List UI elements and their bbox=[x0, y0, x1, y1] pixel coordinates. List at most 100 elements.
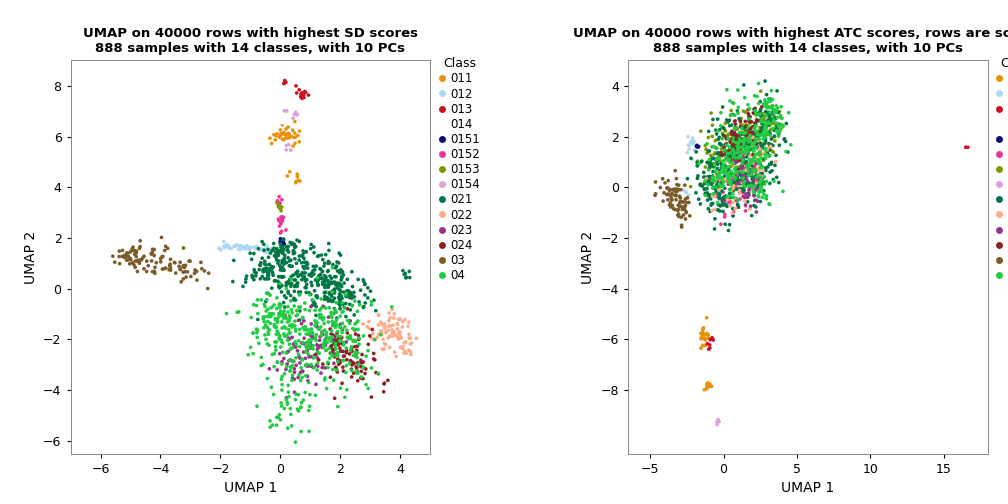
Point bbox=[737, 178, 753, 186]
Point bbox=[274, 324, 290, 332]
Point bbox=[262, 134, 278, 142]
Point bbox=[335, 326, 351, 334]
Point bbox=[119, 252, 135, 260]
Point bbox=[320, 363, 336, 371]
Point bbox=[276, 129, 292, 137]
Point bbox=[275, 235, 291, 243]
X-axis label: UMAP 1: UMAP 1 bbox=[781, 481, 835, 495]
Point bbox=[690, 195, 707, 203]
Point bbox=[710, 169, 726, 177]
Point bbox=[780, 148, 796, 156]
Point bbox=[271, 334, 287, 342]
Point bbox=[280, 254, 296, 262]
Point bbox=[333, 266, 349, 274]
Point bbox=[712, 155, 728, 163]
Point bbox=[671, 201, 687, 209]
Point bbox=[347, 343, 363, 351]
Point bbox=[301, 289, 318, 297]
Point bbox=[737, 149, 753, 157]
Point bbox=[751, 99, 767, 107]
Point bbox=[305, 353, 322, 361]
Point bbox=[328, 345, 344, 353]
Point bbox=[752, 178, 768, 186]
Point bbox=[746, 136, 762, 144]
Point bbox=[741, 124, 757, 133]
Point bbox=[745, 169, 761, 177]
Point bbox=[740, 101, 756, 109]
Point bbox=[334, 325, 350, 333]
Point bbox=[709, 421, 725, 429]
Point bbox=[739, 162, 755, 170]
Point bbox=[323, 343, 339, 351]
Point bbox=[260, 330, 276, 338]
Point bbox=[285, 340, 301, 348]
Point bbox=[327, 394, 343, 402]
Point bbox=[382, 313, 398, 322]
Point bbox=[755, 155, 771, 163]
Point bbox=[398, 349, 414, 357]
Point bbox=[282, 367, 298, 375]
Point bbox=[266, 321, 282, 329]
Point bbox=[729, 184, 745, 193]
Point bbox=[295, 348, 311, 356]
Point bbox=[748, 167, 764, 175]
Point bbox=[747, 127, 763, 135]
Point bbox=[272, 280, 288, 288]
Point bbox=[761, 146, 777, 154]
Point bbox=[271, 280, 287, 288]
Point bbox=[297, 263, 313, 271]
Point bbox=[747, 106, 763, 114]
Point bbox=[733, 184, 749, 193]
Point bbox=[732, 176, 748, 184]
Point bbox=[733, 178, 749, 186]
Point bbox=[340, 275, 356, 283]
Point bbox=[657, 179, 673, 187]
Point bbox=[294, 314, 310, 322]
Point bbox=[730, 109, 746, 117]
Point bbox=[275, 273, 291, 281]
Point bbox=[334, 308, 350, 316]
Point bbox=[329, 284, 345, 292]
Point bbox=[747, 151, 763, 159]
Point bbox=[117, 251, 133, 260]
Point bbox=[114, 253, 130, 261]
Point bbox=[271, 200, 287, 208]
Point bbox=[702, 341, 718, 349]
Point bbox=[377, 341, 393, 349]
Point bbox=[754, 180, 770, 188]
Point bbox=[765, 108, 781, 116]
Point bbox=[766, 126, 782, 134]
Point bbox=[299, 362, 316, 370]
Point bbox=[131, 244, 147, 253]
Point bbox=[738, 108, 754, 116]
Point bbox=[292, 354, 308, 362]
Point bbox=[317, 336, 333, 344]
Point bbox=[316, 302, 332, 310]
Point bbox=[381, 309, 397, 317]
Point bbox=[754, 187, 770, 196]
Point bbox=[707, 215, 723, 223]
Point bbox=[710, 415, 726, 423]
Point bbox=[294, 339, 310, 347]
Point bbox=[721, 199, 737, 207]
Point bbox=[741, 115, 757, 123]
Point bbox=[728, 168, 744, 176]
Point bbox=[732, 116, 748, 124]
Point bbox=[758, 137, 774, 145]
Point bbox=[120, 256, 136, 264]
Point bbox=[175, 275, 192, 283]
Point bbox=[705, 178, 721, 186]
Point bbox=[716, 201, 732, 209]
Point bbox=[778, 148, 794, 156]
Point bbox=[743, 157, 759, 165]
Point bbox=[321, 280, 337, 288]
Point bbox=[319, 273, 335, 281]
Point bbox=[721, 173, 737, 181]
Point bbox=[734, 159, 750, 167]
Point bbox=[739, 143, 755, 151]
Point bbox=[736, 160, 752, 168]
Point bbox=[267, 343, 283, 351]
Point bbox=[341, 335, 357, 343]
Point bbox=[250, 244, 266, 253]
Point bbox=[692, 200, 709, 208]
